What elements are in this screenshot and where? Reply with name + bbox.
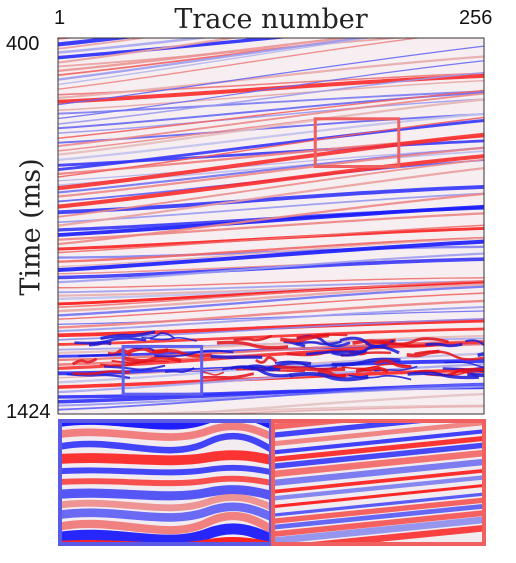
seismic-section: [58, 38, 484, 414]
y-tick-label-max: 1424: [6, 401, 51, 423]
x-tick-label-min: 1: [54, 7, 66, 29]
blue-zoom-panel: [60, 421, 271, 544]
x-tick-label-max: 256: [459, 7, 493, 29]
y-tick-label-min: 400: [6, 33, 40, 55]
x-axis-title: Trace number: [174, 4, 368, 35]
blue-box: [121, 344, 204, 396]
red-zoom-frame: [271, 419, 486, 546]
red-box: [313, 117, 401, 169]
chaotic-zone: [66, 330, 484, 382]
red-zoom-panel: [273, 421, 484, 544]
section-frame: [57, 37, 485, 415]
